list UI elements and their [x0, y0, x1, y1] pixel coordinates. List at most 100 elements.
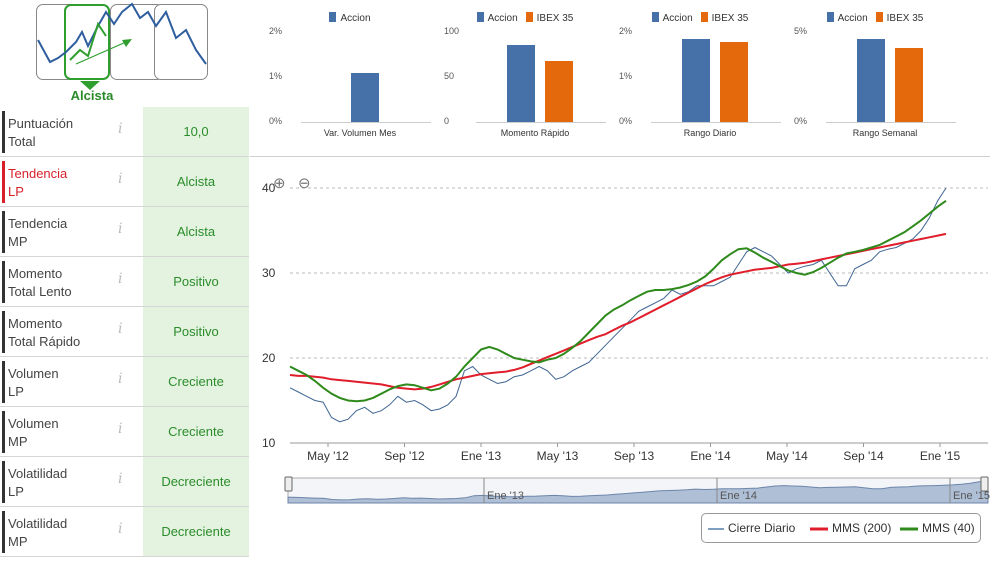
indicator-value: Creciente: [143, 357, 249, 406]
indicator-label: Tendencia LP: [8, 166, 68, 199]
mini-legend: Accion IBEX 35: [440, 12, 610, 24]
mini-tick: 0%: [619, 116, 633, 126]
legend-mms40[interactable]: MMS (40): [922, 521, 975, 535]
indicator-row: Volumen MP i Creciente: [0, 407, 249, 457]
indicator-row: Volatilidad LP i Decreciente: [0, 457, 249, 507]
trend-arrow-icon: [75, 41, 127, 65]
indicator-label: Volumen LP: [8, 366, 59, 399]
mini-axis: [301, 122, 431, 123]
indicator-value: Decreciente: [143, 507, 249, 556]
mini-legend: Accion IBEX 35: [790, 12, 960, 24]
info-icon[interactable]: i: [118, 421, 123, 437]
info-icon[interactable]: i: [118, 371, 123, 387]
mini-chart: Accion IBEX 35 2% 1% 0% Rango Diario: [615, 8, 785, 148]
indicator-row: Momento Total Lento i Positivo: [0, 257, 249, 307]
info-icon[interactable]: i: [118, 321, 123, 337]
divider: [250, 156, 990, 157]
row-marker: [2, 461, 5, 503]
x-tick-label: Ene '13: [461, 449, 502, 463]
row-marker: [2, 411, 5, 453]
x-tick-label: Ene '14: [690, 449, 731, 463]
selected-indicator-icon: [80, 81, 100, 90]
info-icon[interactable]: i: [118, 271, 123, 287]
mini-tick: 0%: [794, 116, 808, 126]
indicator-value: Positivo: [143, 257, 249, 306]
indicator-row: Volatilidad MP i Decreciente: [0, 507, 249, 557]
row-marker: [2, 311, 5, 353]
mini-tick: 2%: [269, 26, 283, 36]
row-marker: [2, 511, 5, 553]
indicator-value: Decreciente: [143, 457, 249, 506]
navigator-label: Ene '13: [487, 490, 524, 502]
indicator-label: Puntuación Total: [8, 116, 74, 149]
indicator-label: Volumen MP: [8, 416, 59, 449]
mini-axis: [651, 122, 781, 123]
indicator-row: Puntuación Total i 10,0: [0, 107, 249, 157]
y-tick-label: 40: [262, 181, 276, 195]
x-tick-label: Sep '12: [384, 449, 425, 463]
mini-title: Var. Volumen Mes: [323, 128, 397, 138]
navigator-handle-left[interactable]: [284, 476, 293, 492]
mini-bar: [545, 60, 573, 122]
zoom-out-icon[interactable]: ⊖: [298, 175, 311, 192]
x-tick-label: May '13: [537, 449, 579, 463]
indicator-label: Volatilidad LP: [8, 466, 68, 499]
y-tick-label: 20: [262, 351, 276, 365]
mini-tick: 0%: [269, 116, 283, 126]
mini-axis: [476, 122, 606, 123]
trend-sparkline: [37, 2, 207, 90]
navigator-handle-right[interactable]: [980, 476, 989, 492]
indicator-table: Puntuación Total i 10,0 Tendencia LP i Alcista T…: [0, 107, 249, 557]
info-icon[interactable]: i: [118, 471, 123, 487]
mini-tick: 2%: [619, 26, 633, 36]
indicator-value: Creciente: [143, 407, 249, 456]
x-tick-label: Ene '15: [920, 449, 961, 463]
mini-bar: [720, 41, 748, 122]
trend-widget: Alcista: [36, 2, 208, 104]
indicator-label: Volatilidad MP: [8, 516, 68, 549]
legend-mms200[interactable]: MMS (200): [832, 521, 892, 535]
legend-cierre[interactable]: Cierre Diario: [728, 521, 796, 535]
mini-axis: [826, 122, 956, 123]
mini-bar: [895, 48, 923, 122]
mini-tick: 0: [444, 116, 450, 126]
indicator-value: Alcista: [143, 207, 249, 256]
mini-tick: 50: [444, 71, 455, 81]
mini-bar: [351, 72, 379, 122]
info-icon[interactable]: i: [118, 171, 123, 187]
row-marker: [2, 211, 5, 253]
mini-tick: 100: [444, 26, 460, 36]
indicator-label: Tendencia MP: [8, 216, 68, 249]
series-line-mms200: [289, 232, 947, 391]
indicator-row: Momento Total Rápido i Positivo: [0, 307, 249, 357]
mini-tick: 1%: [269, 71, 283, 81]
info-icon[interactable]: i: [118, 221, 123, 237]
indicator-row: Volumen LP i Creciente: [0, 357, 249, 407]
row-marker: [2, 161, 5, 203]
indicator-value: 10,0: [143, 107, 249, 156]
mini-legend: Accion: [265, 12, 435, 24]
indicator-row: Tendencia MP i Alcista: [0, 207, 249, 257]
chart-legend: Cierre Diario MMS (200) MMS (40): [701, 513, 981, 543]
mini-title: Rango Diario: [683, 128, 737, 138]
mini-bar: [857, 39, 885, 122]
mini-chart: Accion 2% 1% 0% Var. Volumen Mes: [265, 8, 435, 148]
series-line-cierre: [289, 187, 947, 423]
mini-chart: Accion IBEX 35 5% 0% Rango Semanal: [790, 8, 960, 148]
navigator-label: Ene '15: [953, 490, 990, 502]
mini-legend: Accion IBEX 35: [615, 12, 785, 24]
zoom-in-icon[interactable]: ⊕: [273, 175, 286, 192]
mini-chart: Accion IBEX 35 100 50 0 Momento Rápido: [440, 8, 610, 148]
y-tick-label: 10: [262, 436, 276, 450]
mini-title: Rango Semanal: [852, 128, 918, 138]
row-marker: [2, 261, 5, 303]
info-icon[interactable]: i: [118, 121, 123, 137]
navigator-label: Ene '14: [720, 490, 757, 502]
y-tick-label: 30: [262, 266, 276, 280]
mini-tick: 1%: [619, 71, 633, 81]
row-marker: [2, 111, 5, 153]
price-chart: 40 30 20 10 May '12 Sep '12 Ene '13 May '13 Sep…: [262, 181, 990, 504]
info-icon[interactable]: i: [118, 521, 123, 537]
indicator-label: Momento Total Rápido: [8, 316, 81, 349]
series-line-mms40: [289, 199, 947, 403]
